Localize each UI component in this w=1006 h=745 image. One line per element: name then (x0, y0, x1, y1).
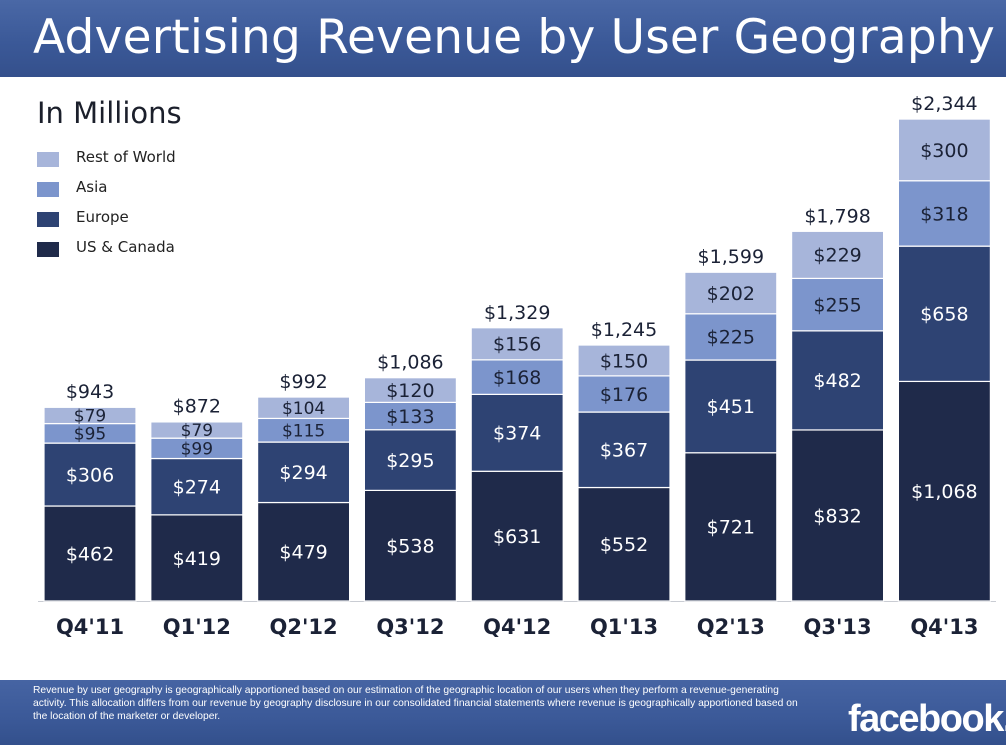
data-label-us_canada-8: $1,068 (911, 481, 977, 503)
data-label-europe-2: $294 (279, 462, 327, 484)
total-label-8: $2,344 (911, 93, 977, 115)
legend-label-us-canada: US & Canada (76, 238, 175, 256)
legend-label-asia: Asia (76, 178, 108, 196)
legend-swatch-rest-of-world (37, 152, 59, 167)
data-label-asia-3: $133 (386, 406, 434, 428)
data-label-us_canada-6: $721 (707, 517, 755, 539)
bar-segment-europe-2 (257, 441, 351, 504)
x-tick-label-4: Q4'12 (483, 615, 551, 639)
bar-segment-us_canada-1 (150, 514, 244, 602)
chart-subtitle: In Millions (37, 96, 182, 130)
stacked-bar-chart: $462$306$95$79$943Q4'11$419$274$99$79$87… (38, 93, 996, 639)
facebook-logo: facebook. (848, 698, 1006, 740)
data-label-rest_of_world-4: $156 (493, 334, 541, 356)
data-label-us_canada-4: $631 (493, 526, 541, 548)
data-label-us_canada-2: $479 (279, 542, 327, 564)
x-tick-label-7: Q3'13 (804, 615, 872, 639)
total-label-7: $1,798 (804, 205, 870, 227)
bar-segment-rest_of_world-2 (257, 396, 351, 420)
bar-segment-asia-8 (897, 180, 992, 247)
total-label-6: $1,599 (698, 246, 764, 268)
data-label-europe-8: $658 (920, 304, 968, 326)
legend-swatch-us-canada (37, 242, 59, 257)
total-label-1: $872 (173, 396, 221, 418)
bar-segment-europe-6 (684, 359, 778, 454)
bar-segment-europe-0 (43, 442, 137, 507)
bar-segment-rest_of_world-3 (363, 377, 457, 403)
data-label-us_canada-1: $419 (173, 548, 221, 570)
data-label-rest_of_world-6: $202 (707, 283, 755, 305)
page-title: Advertising Revenue by User Geography (33, 10, 995, 65)
bar-segment-rest_of_world-4 (470, 327, 564, 361)
bar-segment-rest_of_world-6 (684, 271, 778, 315)
data-label-rest_of_world-5: $150 (600, 350, 648, 372)
legend-swatch-asia (37, 182, 59, 197)
x-tick-label-1: Q1'12 (163, 615, 231, 639)
x-tick-label-5: Q1'13 (590, 615, 658, 639)
bar-segment-us_canada-4 (470, 470, 564, 602)
bar-segment-rest_of_world-8 (897, 118, 992, 182)
data-label-europe-4: $374 (493, 423, 541, 445)
total-label-5: $1,245 (591, 319, 657, 341)
data-label-europe-7: $482 (813, 370, 861, 392)
data-label-asia-2: $115 (282, 421, 325, 441)
data-label-rest_of_world-2: $104 (282, 399, 325, 419)
bar-segment-europe-5 (577, 411, 671, 489)
x-tick-label-8: Q4'13 (910, 615, 978, 639)
bar-segment-asia-6 (684, 313, 778, 361)
data-label-asia-8: $318 (920, 203, 968, 225)
total-label-3: $1,086 (377, 352, 443, 374)
bar-segment-asia-4 (470, 359, 564, 395)
total-label-2: $992 (279, 371, 327, 393)
footnote: Revenue by user geography is geographica… (33, 685, 798, 722)
data-label-asia-6: $225 (707, 327, 755, 349)
bar-segment-rest_of_world-5 (577, 344, 671, 377)
bar-segment-us_canada-5 (577, 486, 671, 602)
data-label-asia-0: $95 (74, 424, 106, 444)
data-label-europe-3: $295 (386, 450, 434, 472)
x-tick-label-3: Q3'12 (376, 615, 444, 639)
data-label-europe-0: $306 (66, 464, 114, 486)
data-label-us_canada-3: $538 (386, 536, 434, 558)
bar-segment-rest_of_world-1 (150, 421, 244, 439)
bar-segment-europe-7 (790, 330, 885, 431)
data-label-rest_of_world-1: $79 (181, 421, 213, 441)
bar-segment-europe-3 (363, 429, 457, 491)
data-label-rest_of_world-3: $120 (386, 380, 434, 402)
x-tick-label-0: Q4'11 (56, 615, 124, 639)
data-label-europe-1: $274 (173, 477, 221, 499)
bar-segment-europe-8 (897, 245, 992, 383)
data-label-rest_of_world-0: $79 (74, 407, 106, 427)
bar-segment-europe-1 (150, 457, 244, 516)
data-label-asia-7: $255 (813, 294, 861, 316)
data-label-us_canada-7: $832 (813, 505, 861, 527)
legend-swatch-europe (37, 212, 59, 227)
data-label-rest_of_world-8: $300 (920, 140, 968, 162)
bar-segment-us_canada-2 (257, 501, 351, 602)
total-label-4: $1,329 (484, 302, 550, 324)
bar-segment-us_canada-8 (897, 380, 992, 602)
bar-segment-us_canada-0 (43, 505, 137, 602)
footer-banner: Revenue by user geography is geographica… (0, 680, 1006, 745)
data-label-asia-5: $176 (600, 384, 648, 406)
data-label-asia-4: $168 (493, 367, 541, 389)
data-label-us_canada-0: $462 (66, 543, 114, 565)
legend-label-rest-of-world: Rest of World (76, 148, 176, 166)
bar-segment-us_canada-7 (790, 429, 885, 602)
data-label-europe-5: $367 (600, 440, 648, 462)
bar-segment-rest_of_world-7 (790, 230, 885, 280)
title-banner: Advertising Revenue by User Geography (0, 0, 1006, 77)
bar-segment-rest_of_world-0 (43, 406, 137, 425)
bar-segment-europe-4 (470, 393, 564, 472)
bar-segment-asia-3 (363, 401, 457, 431)
data-label-rest_of_world-7: $229 (813, 245, 861, 267)
total-label-0: $943 (66, 381, 114, 403)
data-label-us_canada-5: $552 (600, 534, 648, 556)
bar-segment-asia-7 (790, 277, 885, 332)
data-label-asia-1: $99 (181, 439, 213, 459)
x-tick-label-2: Q2'12 (270, 615, 338, 639)
x-tick-label-6: Q2'13 (697, 615, 765, 639)
data-label-europe-6: $451 (707, 396, 755, 418)
legend-label-europe: Europe (76, 208, 129, 226)
